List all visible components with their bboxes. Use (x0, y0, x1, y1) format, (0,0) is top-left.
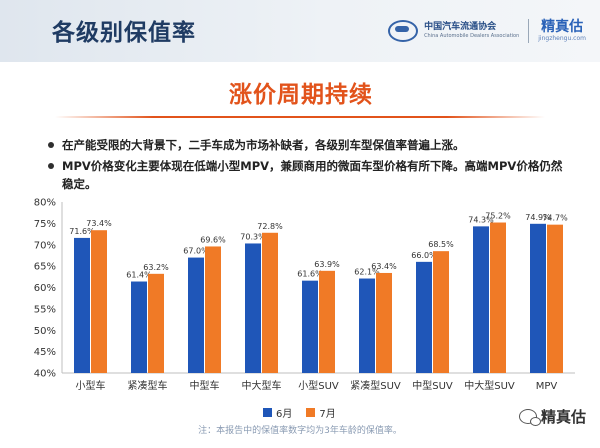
bar-june (245, 243, 261, 373)
cada-name-cn: 中国汽车流通协会 (424, 22, 497, 32)
data-label: 73.4% (86, 219, 112, 228)
data-label: 63.4% (371, 262, 397, 271)
y-tick-label: 65% (34, 262, 56, 273)
x-tick-label: 紧凑型车 (128, 379, 168, 392)
y-tick-label: 45% (34, 347, 56, 358)
cada-logo-icon (388, 20, 419, 42)
section-banner-title: 涨价周期持续 (229, 82, 373, 108)
data-label: 71.6% (69, 227, 95, 236)
y-tick-label: 80% (34, 198, 56, 209)
data-label: 72.8% (257, 222, 283, 231)
legend-swatch (306, 408, 316, 417)
bullet-item: 在产能受限的大背景下，二手车成为市场补缺者，各级别车型保值率普遍上涨。 (48, 136, 568, 154)
data-label: 75.2% (485, 212, 511, 221)
x-tick-label: 紧凑型SUV (350, 379, 401, 392)
data-label: 67.0% (183, 247, 209, 256)
legend-label: 6月 (276, 409, 293, 420)
logo-group: 中国汽车流通协会 China Automobile Dealers Associ… (388, 16, 586, 46)
data-label: 74.3% (468, 215, 494, 224)
bar-july (148, 273, 164, 373)
legend-swatch (263, 408, 272, 417)
data-label: 68.5% (428, 240, 454, 249)
jzg-url: jingzhengu.com (538, 35, 586, 42)
data-label: 61.6% (297, 270, 323, 279)
data-label: 69.6% (200, 235, 226, 244)
page-title: 各级别保值率 (52, 20, 196, 46)
bar-july (205, 246, 221, 373)
bar-june (473, 226, 489, 373)
x-tick-label: MPV (536, 381, 558, 392)
legend-label: 7月 (319, 409, 336, 420)
bullet-dot-icon (48, 142, 54, 148)
bar-july (433, 251, 449, 373)
x-tick-label: 中型SUV (412, 379, 453, 392)
bar-june (359, 278, 375, 373)
y-tick-label: 40% (34, 369, 56, 380)
bar-june (188, 257, 204, 373)
jzg-logo: 精真估 jingzhengu.com (538, 19, 586, 43)
data-label: 74.7% (542, 214, 568, 223)
x-tick-label: 中大型车 (242, 379, 282, 392)
bar-june (530, 223, 546, 373)
cada-logo-text: 中国汽车流通协会 China Automobile Dealers Associ… (424, 22, 519, 40)
wechat-account-name: 精真估 (540, 408, 586, 426)
legend-item-june: 6月 (263, 405, 292, 420)
data-label: 63.2% (143, 263, 169, 272)
bullet-dot-icon (48, 163, 54, 169)
bullet-text: MPV价格变化主要体现在低端小型MPV，兼顾商用的微面车型价格有所下降。高端MP… (62, 159, 563, 191)
data-label: 74.9% (525, 213, 551, 222)
footnote: 注：本报告中的保值率数字均为3年车龄的保值率。 (198, 426, 402, 436)
bullet-list: 在产能受限的大背景下，二手车成为市场补缺者，各级别车型保值率普遍上涨。 MPV价… (48, 136, 568, 193)
x-tick-label: 中型车 (190, 379, 220, 392)
bar-july (262, 232, 278, 373)
wechat-account: 精真估 (518, 406, 586, 427)
bar-july (319, 270, 335, 373)
cada-name-en: China Automobile Dealers Association (424, 33, 520, 39)
data-label: 66.0% (411, 251, 437, 260)
y-tick-label: 50% (34, 326, 56, 337)
wechat-icon (518, 409, 541, 426)
x-tick-label: 中大型SUV (464, 379, 515, 392)
logo-divider (528, 19, 530, 43)
x-tick-label: 小型车 (76, 379, 106, 392)
legend-item-july: 7月 (306, 405, 336, 420)
y-tick-label: 70% (34, 240, 56, 251)
bar-july (376, 272, 392, 373)
data-label: 70.3% (240, 232, 266, 241)
y-tick-label: 55% (34, 304, 56, 315)
header-bar: 各级别保值率 中国汽车流通协会 China Automobile Dealers… (0, 0, 600, 62)
bullet-item: MPV价格变化主要体现在低端小型MPV，兼顾商用的微面车型价格有所下降。高端MP… (48, 157, 568, 193)
bar-july (547, 224, 563, 373)
jzg-name: 精真估 (541, 19, 584, 35)
bar-july (490, 222, 506, 373)
bar-june (416, 261, 432, 373)
bar-june (302, 280, 318, 373)
bar-july (91, 230, 107, 373)
data-label: 63.9% (314, 260, 340, 269)
x-tick-label: 小型SUV (298, 379, 339, 392)
data-label: 61.4% (126, 271, 152, 280)
banner-underline (55, 116, 545, 118)
y-tick-label: 75% (34, 219, 56, 230)
chart-legend: 6月 7月 (263, 405, 350, 420)
bar-june (131, 281, 147, 373)
y-tick-label: 60% (34, 283, 56, 294)
bullet-text: 在产能受限的大背景下，二手车成为市场补缺者，各级别车型保值率普遍上涨。 (62, 138, 465, 152)
bar-june (74, 237, 90, 373)
data-label: 62.1% (354, 268, 380, 277)
